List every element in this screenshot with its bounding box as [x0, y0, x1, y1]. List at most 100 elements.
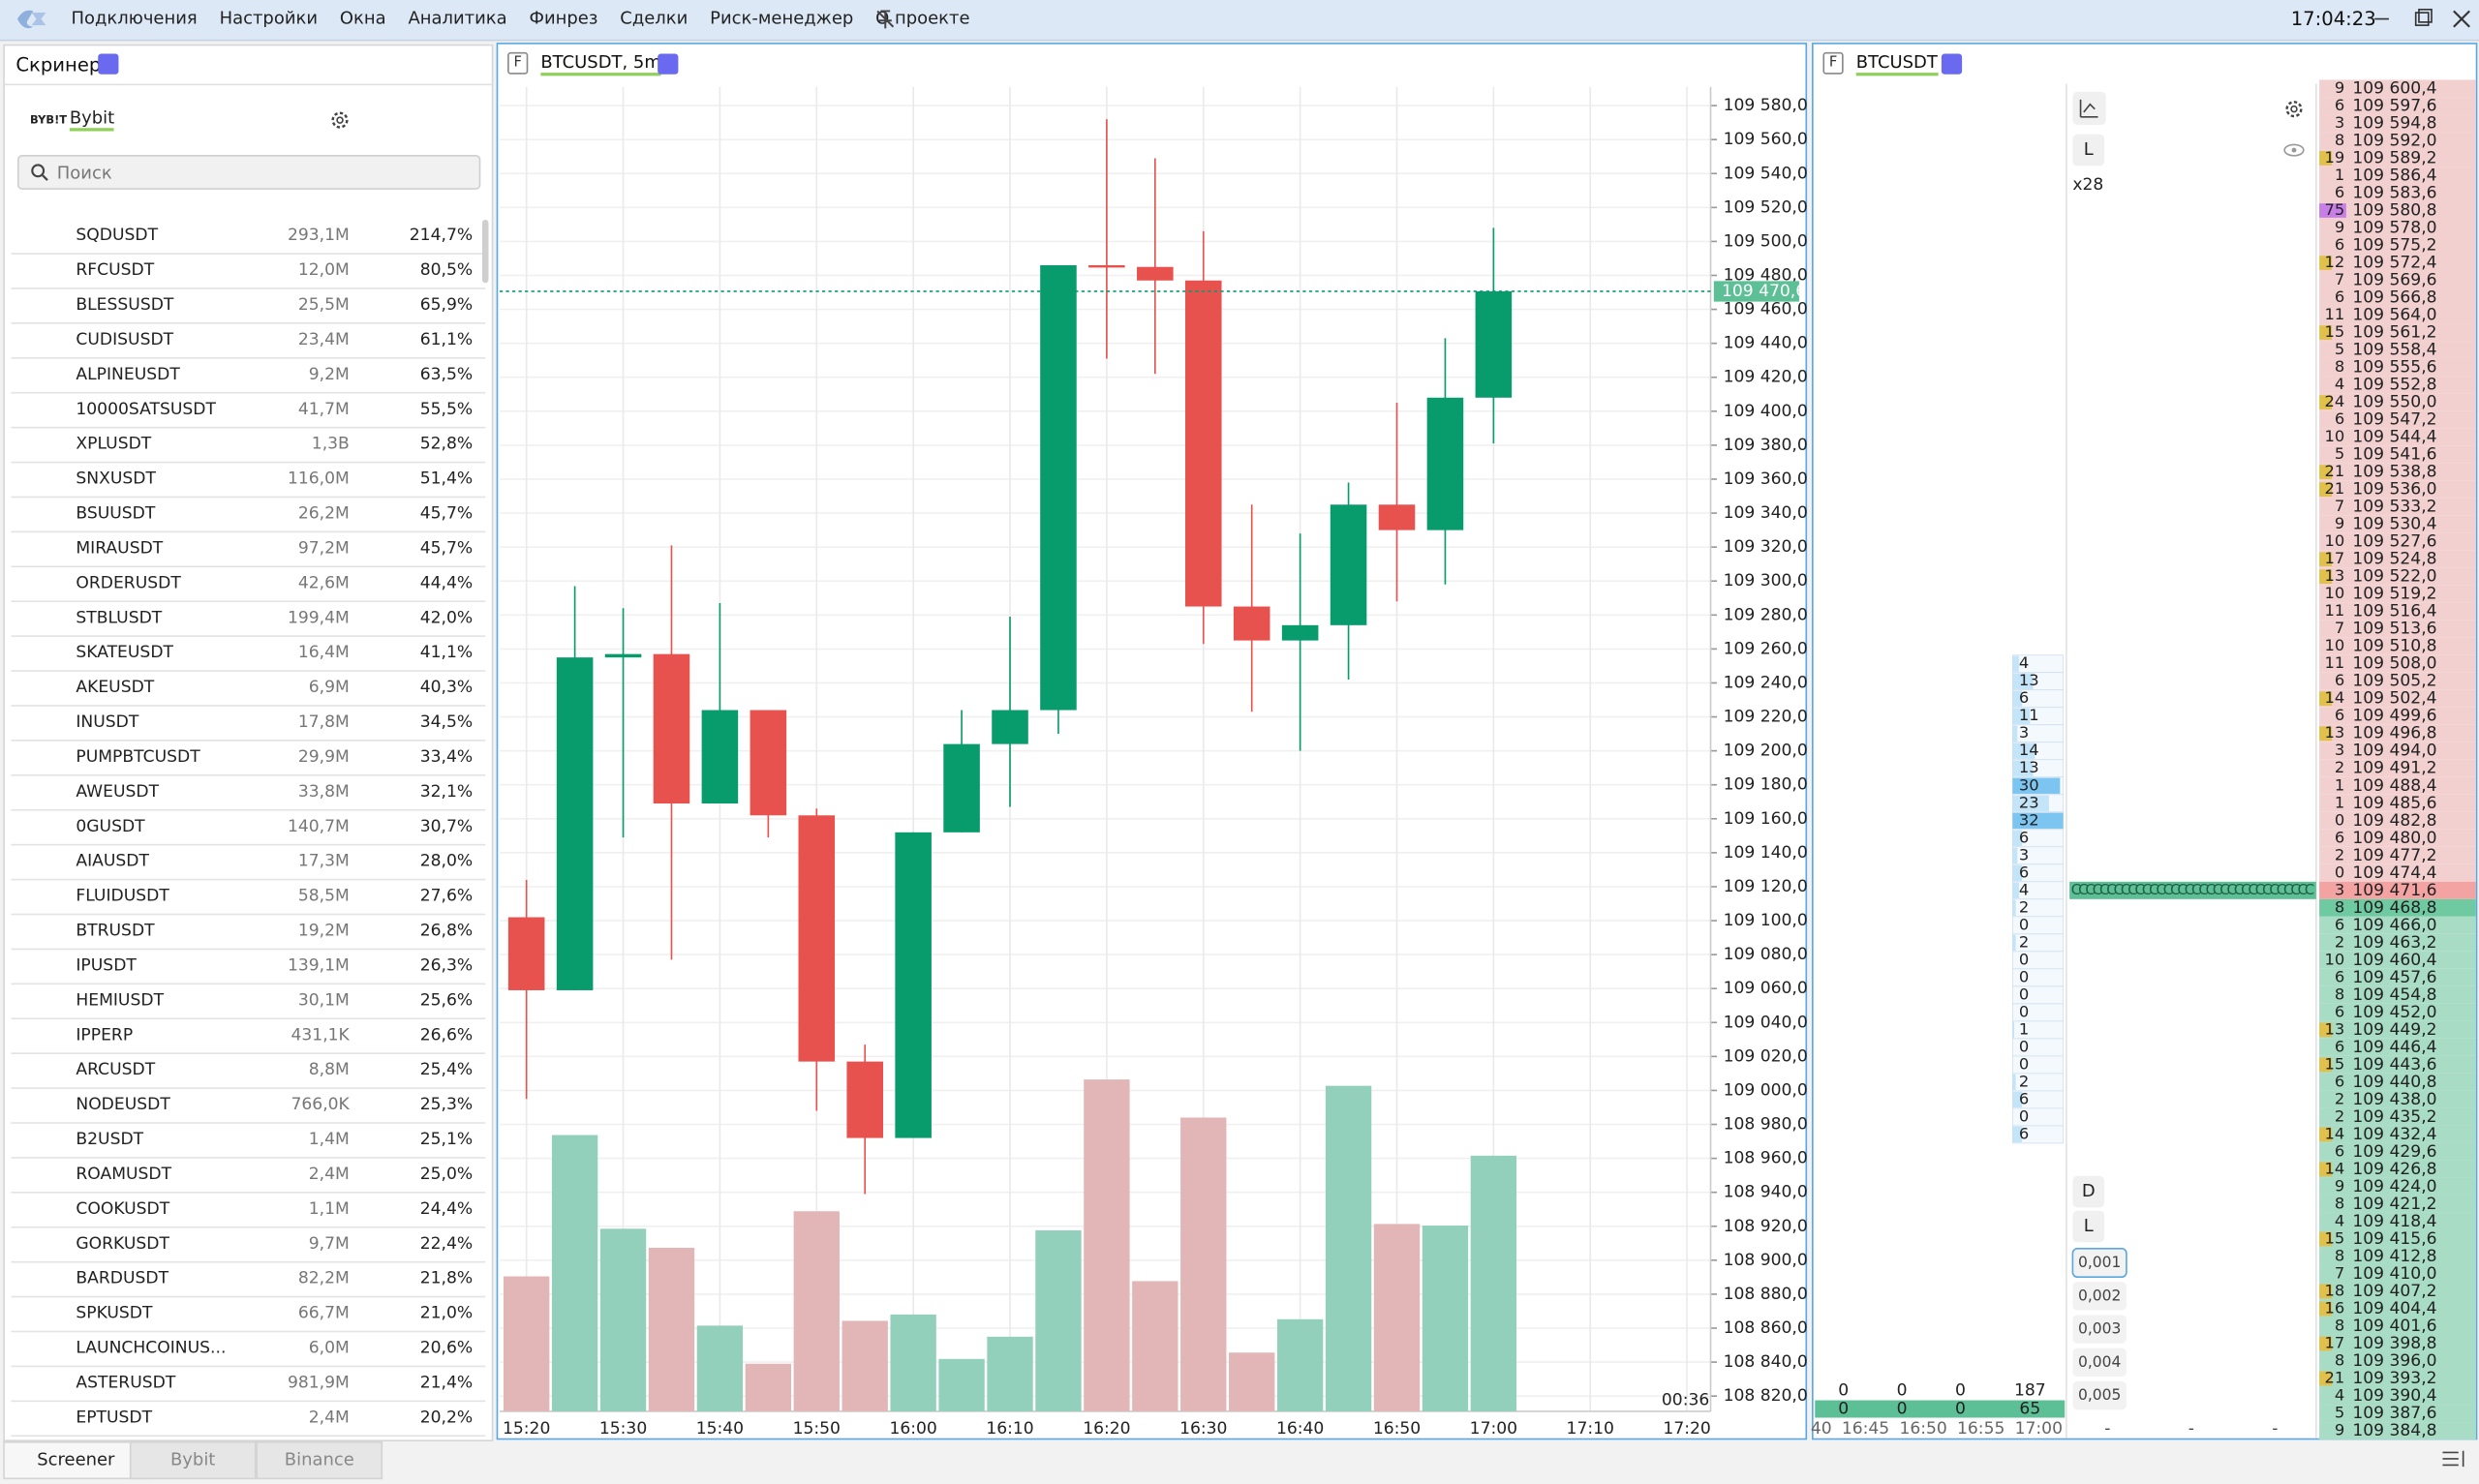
- ladder-row[interactable]: [2319, 846, 2476, 864]
- ladder-row[interactable]: [2319, 167, 2476, 185]
- ticker-row[interactable]: ORDERUSDT 42,6M 44,4%: [11, 565, 486, 603]
- ladder-row[interactable]: [2319, 201, 2476, 220]
- ladder-row[interactable]: [2319, 1317, 2476, 1336]
- pin-icon[interactable]: [874, 8, 897, 30]
- ticker-row[interactable]: SQDUSDT 293,1M 214,7%: [11, 218, 486, 255]
- step-button[interactable]: [2071, 1247, 2127, 1278]
- settings-icon[interactable]: [2285, 101, 2303, 118]
- menu-item[interactable]: Настройки: [219, 8, 319, 29]
- color-tag[interactable]: [658, 53, 679, 75]
- ladder-row[interactable]: [2319, 428, 2476, 446]
- ladder-row[interactable]: [2319, 1264, 2476, 1283]
- ticker-row[interactable]: NODEUSDT 766,0K 25,3%: [11, 1087, 486, 1124]
- ticker-row[interactable]: B2USDT 1,4M 25,1%: [11, 1122, 486, 1159]
- ticker-row[interactable]: 0GUSDT 140,7M 30,7%: [11, 809, 486, 846]
- ladder-row[interactable]: [2319, 463, 2476, 481]
- menu-item[interactable]: Окна: [339, 8, 386, 29]
- step-button[interactable]: [2072, 1348, 2127, 1378]
- ticker-row[interactable]: COOKUSDT 1,1M 24,4%: [11, 1192, 486, 1228]
- ticker-row[interactable]: ARCUSDT 8,8M 25,4%: [11, 1052, 486, 1089]
- ladder-row[interactable]: [2319, 1282, 2476, 1300]
- menu-item[interactable]: Финрез: [529, 8, 598, 29]
- step-button[interactable]: [2072, 1380, 2127, 1410]
- ladder-row[interactable]: [2319, 1387, 2476, 1406]
- ladder-row[interactable]: [2319, 672, 2476, 690]
- ladder-row[interactable]: [2319, 393, 2476, 411]
- ladder-row[interactable]: [2319, 1020, 2476, 1039]
- ladder-row[interactable]: [2319, 585, 2476, 603]
- mode-button[interactable]: [2072, 1210, 2105, 1243]
- ticker-row[interactable]: CUDISUSDT 23,4M 61,1%: [11, 322, 486, 359]
- ladder-row[interactable]: [2319, 968, 2476, 986]
- ladder-row[interactable]: [2319, 898, 2476, 917]
- ladder-row[interactable]: [2319, 79, 2476, 98]
- ticker-row[interactable]: FLUIDUSDT 58,5M 27,6%: [11, 879, 486, 916]
- ladder-row[interactable]: [2319, 184, 2476, 202]
- ticker-row[interactable]: AKEUSDT 6,9M 40,3%: [11, 670, 486, 707]
- ladder-row[interactable]: [2319, 376, 2476, 394]
- ladder-row[interactable]: [2319, 532, 2476, 551]
- ladder-row[interactable]: [2319, 881, 2476, 899]
- tab[interactable]: Screener: [3, 1440, 149, 1480]
- ladder-row[interactable]: [2319, 567, 2476, 586]
- ladder-row[interactable]: [2319, 829, 2476, 847]
- ladder-row[interactable]: [2319, 794, 2476, 812]
- ladder-row[interactable]: [2319, 811, 2476, 830]
- ticker-row[interactable]: GORKUSDT 9,7M 22,4%: [11, 1227, 486, 1263]
- ladder-row[interactable]: [2319, 724, 2476, 742]
- ladder-row[interactable]: [2319, 689, 2476, 708]
- ladder-row[interactable]: [2319, 341, 2476, 359]
- ladder-row[interactable]: [2319, 742, 2476, 760]
- ticker-row[interactable]: INUSDT 17,8M 34,5%: [11, 705, 486, 742]
- ticker-row[interactable]: IPUSDT 139,1M 26,3%: [11, 949, 486, 985]
- ticker-row[interactable]: ASTERUSDT 981,9M 21,4%: [11, 1366, 486, 1403]
- eye-icon[interactable]: [2283, 143, 2305, 157]
- ladder-row[interactable]: [2319, 1335, 2476, 1353]
- ticker-row[interactable]: BTRUSDT 19,2M 26,8%: [11, 914, 486, 951]
- ladder-row[interactable]: [2319, 1405, 2476, 1423]
- ladder-row[interactable]: [2319, 114, 2476, 133]
- ticker-row[interactable]: BARDUSDT 82,2M 21,8%: [11, 1261, 486, 1298]
- ladder-row[interactable]: [2319, 1352, 2476, 1371]
- ladder-row[interactable]: [2319, 951, 2476, 969]
- tab[interactable]: Bybit: [129, 1440, 257, 1480]
- ladder-row[interactable]: [2319, 445, 2476, 464]
- ticker-row[interactable]: AIAUSDT 17,3M 28,0%: [11, 844, 486, 881]
- ladder-row[interactable]: [2319, 132, 2476, 150]
- ladder-row[interactable]: [2319, 863, 2476, 882]
- ladder-row[interactable]: [2319, 1229, 2476, 1248]
- search-box[interactable]: Поиск: [16, 154, 481, 190]
- ladder-row[interactable]: [2319, 480, 2476, 499]
- ticker-row[interactable]: RFCUSDT 12,0M 80,5%: [11, 253, 486, 289]
- ladder-row[interactable]: [2319, 410, 2476, 429]
- ladder-row[interactable]: [2319, 654, 2476, 673]
- ladder-row[interactable]: [2319, 707, 2476, 725]
- chart-title[interactable]: BTCUSDT, 5m: [540, 53, 661, 76]
- ticker-row[interactable]: IPPERP 431,1K 26,6%: [11, 1017, 486, 1054]
- ladder-row[interactable]: [2319, 759, 2476, 777]
- ticker-row[interactable]: SNXUSDT 116,0M 51,4%: [11, 462, 486, 499]
- ladder-row[interactable]: [2319, 97, 2476, 115]
- ladder-row[interactable]: [2319, 288, 2476, 307]
- ladder-row[interactable]: [2319, 1038, 2476, 1056]
- ladder-row[interactable]: [2319, 933, 2476, 952]
- step-button[interactable]: [2072, 1315, 2127, 1344]
- step-button[interactable]: [2072, 1282, 2127, 1311]
- ladder-row[interactable]: [2319, 550, 2476, 568]
- ladder-row[interactable]: [2319, 236, 2476, 255]
- menu-item[interactable]: Аналитика: [408, 8, 507, 29]
- ladder-row[interactable]: [2319, 306, 2476, 324]
- menu-item[interactable]: Риск-менеджер: [710, 8, 854, 29]
- ladder-row[interactable]: [2319, 1195, 2476, 1213]
- ticker-row[interactable]: BSUUSDT 26,2M 45,7%: [11, 497, 486, 533]
- ladder-row[interactable]: [2319, 1177, 2476, 1196]
- menu-item[interactable]: О проекте: [875, 8, 970, 29]
- ticker-row[interactable]: XPLUSDT 1,3B 52,8%: [11, 427, 486, 464]
- ladder-row[interactable]: [2319, 271, 2476, 289]
- color-tag[interactable]: [1941, 53, 1963, 75]
- settings-icon[interactable]: [329, 109, 352, 132]
- ticker-row[interactable]: ROAMUSDT 2,4M 25,0%: [11, 1157, 486, 1194]
- ticker-row[interactable]: LAUNCHCOINUS... 6,0M 20,6%: [11, 1331, 486, 1368]
- mode-button[interactable]: [2072, 1175, 2105, 1208]
- menu-item[interactable]: Сделки: [620, 8, 689, 29]
